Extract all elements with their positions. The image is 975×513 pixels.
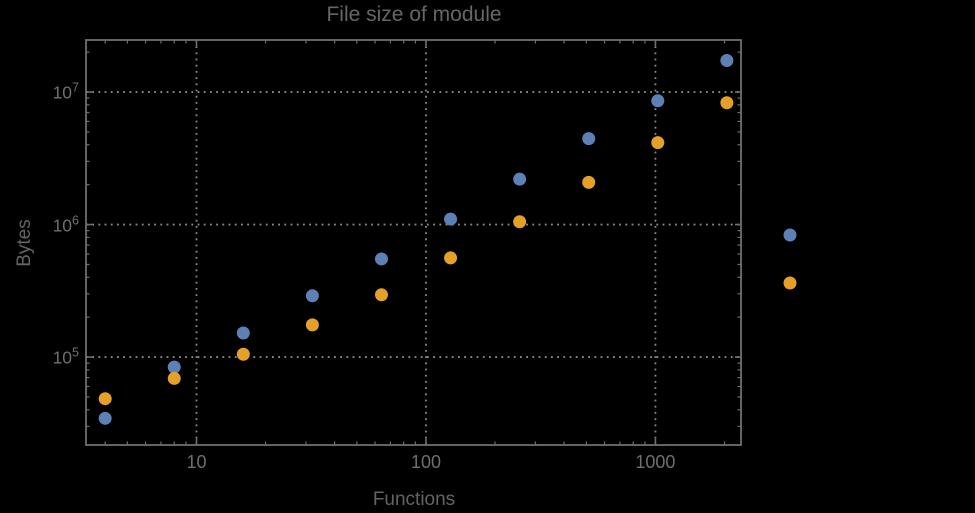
data-point-series-2 [651,136,665,150]
data-point-series-1 [513,172,527,186]
data-point-series-2 [513,215,527,229]
data-point-series-1 [720,53,734,67]
data-point-series-2 [720,96,734,110]
data-point-series-1 [444,212,458,226]
legend-marker-series-1 [783,228,796,242]
plot-frame [85,39,742,446]
x-tick-label: 1000 [635,452,676,472]
legend-marker-series-2 [783,276,797,290]
x-axis-label: Functions [372,489,456,510]
data-point-series-2 [236,347,250,361]
data-point-series-2 [582,175,596,189]
data-point-series-2 [444,251,458,265]
x-tick-label: 100 [410,452,441,472]
data-point-series-1 [582,132,596,146]
data-point-series-2 [98,392,112,406]
data-point-series-1 [374,252,388,266]
data-point-series-1 [236,326,250,340]
data-point-series-1 [651,94,665,108]
data-point-series-2 [305,318,319,332]
data-point-series-1 [167,360,181,374]
y-tick-label: 106 [52,213,79,235]
data-point-series-2 [167,371,181,385]
y-tick-label: 105 [52,345,79,368]
x-tick-label: 10 [186,452,207,472]
y-axis-label: Bytes [14,219,35,267]
chart-title: File size of module [326,3,502,26]
data-point-series-1 [305,289,319,303]
y-tick-label: 107 [52,80,79,103]
data-point-series-2 [374,288,388,302]
data-point-series-1 [98,411,112,425]
